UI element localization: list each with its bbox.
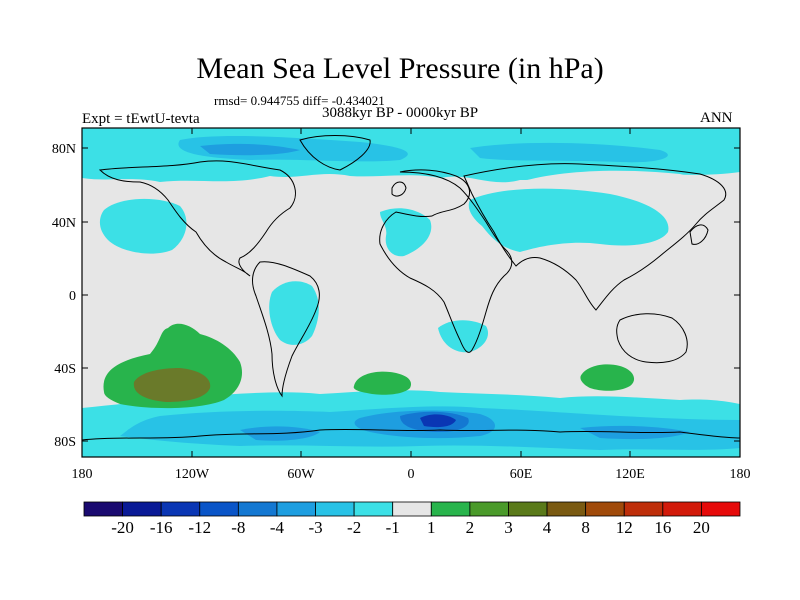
lat-label-80s: 80S bbox=[54, 435, 76, 450]
colorbar-swatch bbox=[430, 501, 471, 517]
colorbar-swatch bbox=[701, 501, 741, 517]
lat-label-0: 0 bbox=[69, 289, 76, 304]
arctic-patch-3 bbox=[200, 143, 300, 156]
colorbar-swatch bbox=[160, 501, 201, 517]
colorbar-label: 4 bbox=[543, 518, 552, 537]
south-pacific-positive-3 bbox=[133, 368, 211, 402]
north-pacific-patch bbox=[99, 198, 187, 254]
colorbar-label: -3 bbox=[308, 518, 322, 537]
south-atlantic-positive-2 bbox=[353, 371, 412, 395]
lon-label-180w: 180 bbox=[72, 467, 93, 482]
lat-label-80n: 80N bbox=[52, 142, 76, 157]
eurasia-neutral bbox=[520, 170, 691, 190]
colorbar-swatch bbox=[392, 501, 432, 517]
coast-japan bbox=[689, 224, 709, 245]
colorbar-swatch bbox=[199, 501, 239, 517]
colorbar-label: -8 bbox=[231, 518, 245, 537]
colorbar-label: 12 bbox=[616, 518, 633, 537]
experiment-label: Expt = tEwtU-tevta bbox=[82, 111, 200, 127]
colorbar-swatch bbox=[508, 501, 548, 517]
map-field bbox=[82, 128, 740, 457]
southern-africa-patch bbox=[438, 320, 489, 353]
colorbar-label: -12 bbox=[188, 518, 211, 537]
coast-asia bbox=[463, 163, 727, 311]
lon-label-120e: 120E bbox=[615, 467, 645, 482]
colorbar-label: 3 bbox=[504, 518, 513, 537]
coast-greenland bbox=[299, 135, 371, 171]
stats-text: rmsd= 0.944755 diff= -0.434021 bbox=[214, 93, 385, 108]
colorbar-swatch bbox=[237, 501, 278, 517]
coast-australia bbox=[616, 313, 688, 364]
colorbar-label: -20 bbox=[111, 518, 134, 537]
coast-europe-africa bbox=[379, 169, 513, 353]
colorbar-label: 20 bbox=[693, 518, 710, 537]
period-text: 3088kyr BP - 0000kyr BP bbox=[322, 105, 479, 121]
lat-label-40n: 40N bbox=[52, 216, 76, 231]
lon-ticks bbox=[81, 128, 741, 457]
north-atlantic-patch bbox=[380, 208, 432, 257]
lat-ticks bbox=[82, 147, 740, 442]
coast-south-america bbox=[252, 261, 320, 398]
colorbar-labels: -20 -16 -12 -8 -4 -3 -2 -1 1 2 3 4 8 12 16 20 bbox=[111, 518, 710, 537]
colorbar-swatch bbox=[585, 501, 625, 517]
colorbar-swatch bbox=[315, 501, 355, 517]
arctic-patch-2 bbox=[470, 142, 668, 163]
lat-label-40s: 40S bbox=[54, 362, 76, 377]
colorbar-label: 8 bbox=[581, 518, 590, 537]
asia-patch bbox=[468, 188, 669, 252]
colorbar-label: -16 bbox=[150, 518, 173, 537]
colorbar-label: 16 bbox=[654, 518, 671, 537]
lon-label-60e: 60E bbox=[510, 467, 533, 482]
southern-ocean-minus8 bbox=[420, 414, 456, 428]
colorbar-label: 1 bbox=[427, 518, 436, 537]
colorbar-swatch bbox=[122, 501, 162, 517]
colorbar-swatch bbox=[83, 501, 123, 517]
colorbar-swatch bbox=[469, 501, 509, 517]
lon-label-0: 0 bbox=[408, 467, 415, 482]
colorbar-label: -2 bbox=[347, 518, 361, 537]
colorbar-swatch bbox=[276, 501, 316, 517]
colorbar-swatch bbox=[662, 501, 702, 517]
colorbar-swatch bbox=[546, 501, 587, 517]
coast-uk bbox=[391, 181, 407, 197]
season-label: ANN bbox=[700, 110, 733, 126]
colorbar-label: -4 bbox=[270, 518, 285, 537]
colorbar-label: -1 bbox=[386, 518, 400, 537]
lon-label-60w: 60W bbox=[287, 467, 315, 482]
colorbar-swatch bbox=[623, 501, 664, 517]
colorbar bbox=[83, 501, 741, 517]
lon-label-120w: 120W bbox=[175, 467, 210, 482]
lon-label-180e: 180 bbox=[730, 467, 751, 482]
coast-antarctica bbox=[82, 428, 740, 441]
coast-north-america bbox=[98, 160, 296, 277]
map-title: Mean Sea Level Pressure (in hPa) bbox=[196, 52, 604, 85]
colorbar-label: 2 bbox=[466, 518, 475, 537]
colorbar-swatch bbox=[353, 501, 394, 517]
coastlines bbox=[82, 135, 740, 441]
indian-ocean-positive-2 bbox=[580, 364, 635, 391]
